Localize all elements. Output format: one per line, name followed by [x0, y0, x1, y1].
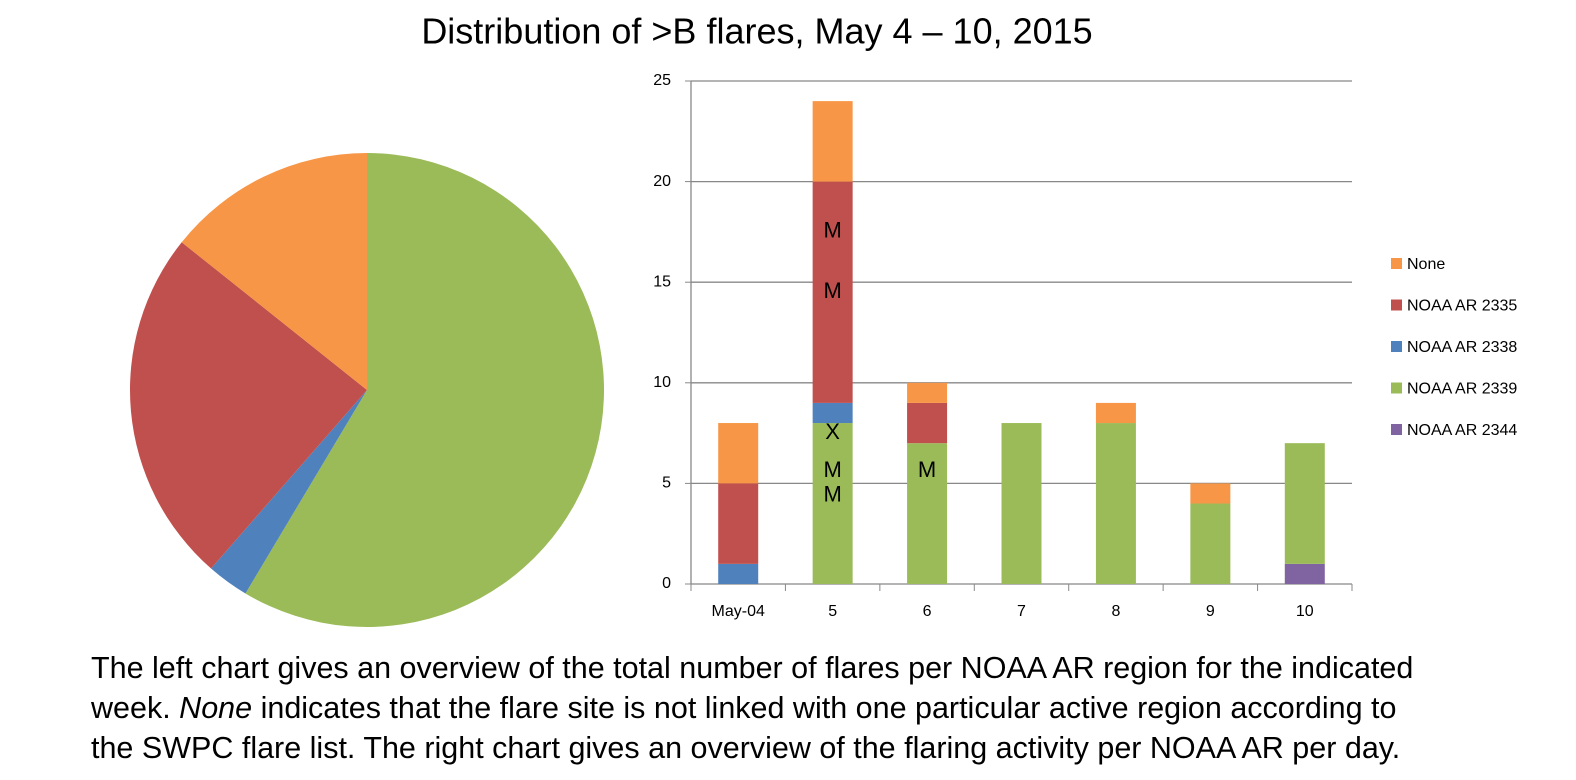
legend-label: None	[1407, 256, 1445, 273]
bar-segment	[812, 402, 853, 424]
legend-swatch	[1391, 299, 1402, 311]
caption: The left chart gives an overview of the …	[91, 648, 1413, 768]
x-tick-label: May-04	[712, 603, 765, 620]
x-tick-label: 8	[1111, 603, 1120, 620]
bar-segment	[907, 402, 948, 444]
y-tick-label: 0	[662, 575, 671, 592]
bar-segment	[1284, 443, 1325, 564]
bar-segment	[718, 563, 759, 584]
legend-swatch	[1391, 424, 1402, 435]
chart: Distribution of >B flares, May 4 – 10, 2…	[130, 11, 1517, 628]
y-tick-label: 15	[653, 273, 671, 290]
legend-swatch	[1391, 341, 1402, 352]
annotation: X	[825, 419, 840, 444]
x-tick-label: 9	[1206, 603, 1215, 620]
caption-text: the SWPC flare list. The right chart giv…	[91, 731, 1401, 765]
legend-label: NOAA AR 2338	[1407, 339, 1517, 356]
chart-title: Distribution of >B flares, May 4 – 10, 2…	[421, 11, 1092, 52]
y-tick-label: 25	[653, 72, 671, 89]
x-tick-label: 6	[923, 603, 932, 620]
bar-segment	[718, 423, 759, 484]
annotation: M	[823, 218, 841, 243]
legend-label: NOAA AR 2339	[1407, 381, 1517, 398]
bar-segment	[907, 443, 948, 584]
bar-segment	[1284, 563, 1325, 584]
caption-text: week.	[91, 691, 171, 725]
bar-segment	[907, 382, 948, 403]
bar-segment	[812, 423, 853, 584]
bar-segment	[812, 181, 853, 403]
pie-slice	[181, 153, 367, 390]
bar-segment	[1095, 423, 1136, 584]
y-tick-label: 20	[653, 173, 671, 190]
x-tick-label: 10	[1296, 603, 1314, 620]
pie-slice	[211, 390, 367, 594]
caption-text: indicates that the flare site is not lin…	[260, 691, 1397, 725]
legend-label: NOAA AR 2344	[1407, 422, 1517, 439]
annotation: M	[823, 457, 841, 482]
bar-segment	[1095, 402, 1136, 424]
y-tick-label: 10	[653, 374, 671, 391]
pie-slice	[245, 153, 604, 628]
y-tick-label: 5	[662, 475, 671, 492]
legend-label: NOAA AR 2335	[1407, 298, 1517, 315]
bar-segment	[1190, 483, 1231, 504]
caption-text: The left chart gives an overview of the …	[91, 651, 1414, 685]
legend-swatch	[1391, 258, 1402, 269]
pie-slice	[130, 242, 367, 569]
x-tick-label: 7	[1017, 603, 1026, 620]
caption-text: None	[179, 691, 253, 725]
x-tick-label: 5	[828, 603, 837, 620]
bar-segment	[812, 101, 853, 182]
legend-swatch	[1391, 382, 1402, 394]
annotation: M	[823, 278, 841, 303]
bar-segment	[1190, 503, 1231, 584]
annotation: M	[918, 457, 936, 482]
bar-segment	[718, 483, 759, 564]
bar-segment	[1001, 423, 1042, 584]
annotation: M	[823, 481, 841, 506]
